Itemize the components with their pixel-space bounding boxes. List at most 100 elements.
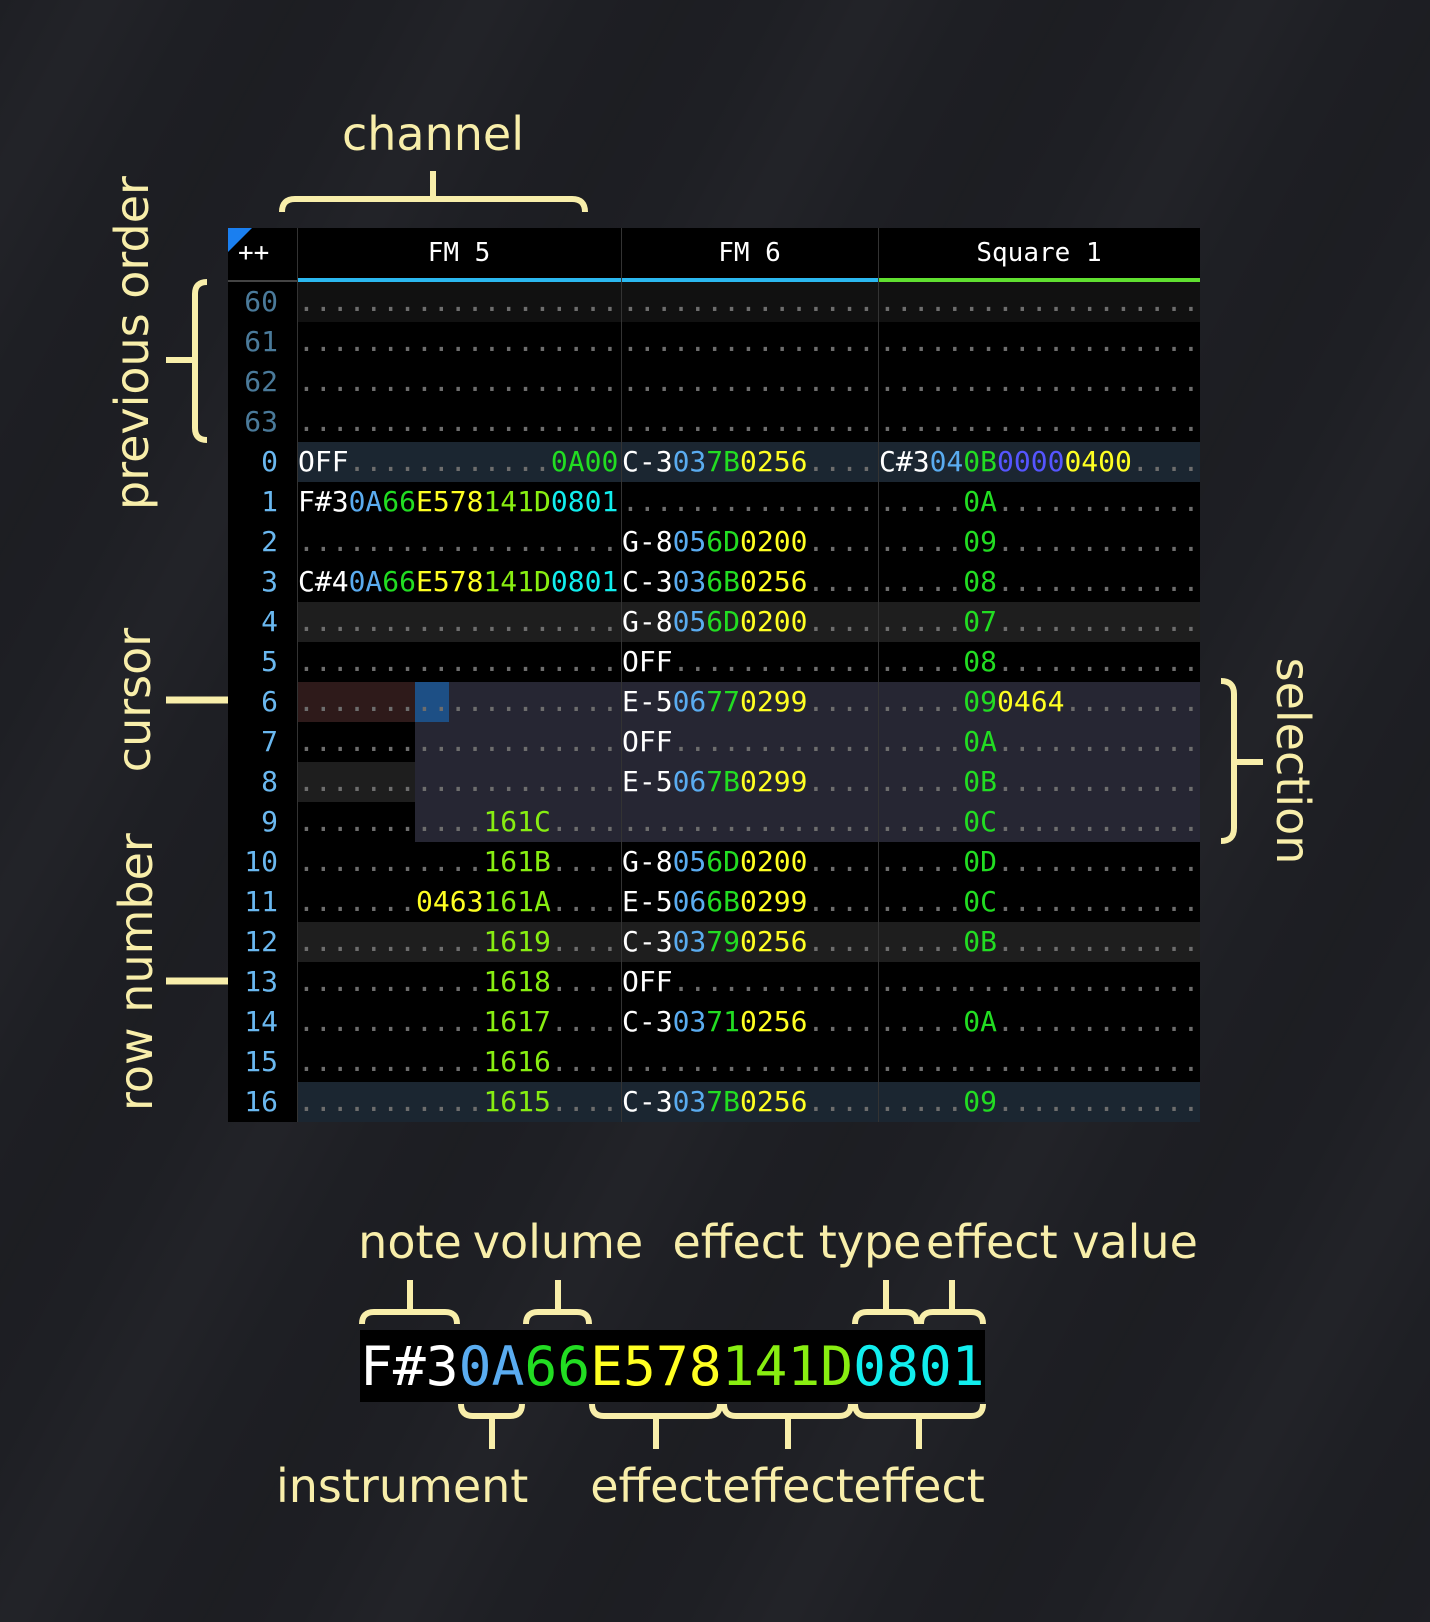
pattern-cell-fm-5[interactable]: ................... — [298, 642, 618, 682]
pattern-cell-fm-6[interactable]: E-5067B0299.... — [622, 762, 875, 802]
pattern-row[interactable]: 3 C#40A66E578141D0801 C-3036B0256.........… — [228, 562, 1200, 602]
pattern-cell-fm-6[interactable]: E-5066B0299.... — [622, 882, 875, 922]
pattern-cell-fm-6[interactable]: E-506770299.... — [622, 682, 875, 722]
pattern-cell-fm-6[interactable]: OFF............ — [622, 722, 875, 762]
pattern-cell-fm-6[interactable]: C-3037B0256.... — [622, 442, 875, 482]
add-channel-button[interactable]: ++ — [238, 238, 270, 268]
pattern-cell-fm-6[interactable]: C-3036B0256.... — [622, 562, 875, 602]
pattern-cell-fm-5[interactable]: OFF............0A00 — [298, 442, 618, 482]
empty-field: .. — [706, 645, 741, 678]
pattern-cell-fm-5[interactable]: .......0463161A.... — [298, 882, 618, 922]
pattern-cell-fm-6[interactable]: ............... — [622, 362, 875, 402]
pattern-cell-fm-5[interactable]: ................... — [298, 362, 618, 402]
channel-header-1[interactable]: FM 5 — [297, 228, 621, 282]
pattern-cell-square-1[interactable]: .....0D............ — [879, 842, 1199, 882]
pattern-cell-fm-5[interactable]: ................... — [298, 322, 618, 362]
pattern-row[interactable]: 11 .......0463161A.... E-5066B0299........… — [228, 882, 1200, 922]
empty-field: .... — [740, 405, 808, 438]
pattern-cell-square-1[interactable]: ................... — [879, 282, 1199, 322]
pattern-cell-square-1[interactable]: ................... — [879, 402, 1199, 442]
pattern-cell-fm-6[interactable]: G-8056D0200.... — [622, 842, 875, 882]
pattern-cell-fm-5[interactable]: ...........1616.... — [298, 1042, 618, 1082]
pattern-row[interactable]: 16 ...........1615.... C-3037B0256........… — [228, 1082, 1200, 1122]
pattern-cell-square-1[interactable]: .....090464........ — [879, 682, 1199, 722]
pattern-row[interactable]: 4................... G-8056D0200.........… — [228, 602, 1200, 642]
row-number: 61 — [244, 325, 278, 358]
channel-header-3[interactable]: Square 1 — [878, 228, 1200, 282]
empty-field: .... — [416, 965, 484, 998]
pattern-cell-fm-6[interactable]: C-3037B0256.... — [622, 1082, 875, 1122]
pattern-cell-square-1[interactable]: .....08............ — [879, 642, 1199, 682]
pattern-cell-fm-5[interactable]: ................... — [298, 762, 618, 802]
cursor[interactable] — [415, 682, 449, 722]
pattern-row[interactable]: 8................... E-5067B0299.........… — [228, 762, 1200, 802]
pattern-row[interactable]: 5................... OFF.................… — [228, 642, 1200, 682]
pattern-cell-fm-6[interactable]: OFF............ — [622, 642, 875, 682]
pattern-cell-square-1[interactable]: .....0A............ — [879, 722, 1199, 762]
pattern-cell-fm-5[interactable]: ................... — [298, 682, 618, 722]
empty-field: ... — [298, 405, 349, 438]
pattern-row[interactable]: 15 ...........1616.......................… — [228, 1042, 1200, 1082]
pattern-cell-fm-5[interactable]: ...........161C.... — [298, 802, 618, 842]
pattern-cell-square-1[interactable]: .....08............ — [879, 562, 1199, 602]
pattern-cell-fm-5[interactable]: ...........1618.... — [298, 962, 618, 1002]
pattern-cell-square-1[interactable]: ................... — [879, 362, 1199, 402]
pattern-cell-square-1[interactable]: .....0C............ — [879, 802, 1199, 842]
pattern-cell-square-1[interactable]: C#3040B00000400.... — [879, 442, 1199, 482]
pattern-cell-fm-6[interactable]: ............... — [622, 802, 875, 842]
pattern-cell-square-1[interactable]: .....0A............ — [879, 1002, 1199, 1042]
pattern-cell-fm-5[interactable]: ...........1615.... — [298, 1082, 618, 1122]
pattern-cell-fm-6[interactable]: G-8056D0200.... — [622, 602, 875, 642]
pattern-cell-fm-5[interactable]: C#40A66E578141D0801 — [298, 562, 618, 602]
pattern-row[interactable]: 60......................................… — [228, 282, 1200, 322]
pattern-cell-square-1[interactable]: .....0A............ — [879, 482, 1199, 522]
pattern-cell-fm-6[interactable]: ............... — [622, 402, 875, 442]
pattern-row[interactable]: 62......................................… — [228, 362, 1200, 402]
pattern-cell-square-1[interactable]: .....0B............ — [879, 922, 1199, 962]
pattern-row[interactable]: 0 OFF............0A00 C-3037B0256.... C#304… — [228, 442, 1200, 482]
channel-header-2[interactable]: FM 6 — [621, 228, 878, 282]
empty-field: ... — [879, 485, 930, 518]
pattern-cell-square-1[interactable]: .....07............ — [879, 602, 1199, 642]
pattern-row[interactable]: 10 ...........161B.... G-8056D0200........… — [228, 842, 1200, 882]
pattern-cell-fm-6[interactable]: ............... — [622, 1042, 875, 1082]
pattern-cell-fm-6[interactable]: C-303790256.... — [622, 922, 875, 962]
pattern-row[interactable]: 2................... G-8056D0200.........… — [228, 522, 1200, 562]
pattern-row[interactable]: 9 ...........161C........................… — [228, 802, 1200, 842]
pattern-cell-square-1[interactable]: .....0B............ — [879, 762, 1199, 802]
pattern-row[interactable]: 13 ...........1618.... OFF................… — [228, 962, 1200, 1002]
empty-field: .. — [929, 525, 964, 558]
pattern-cell-square-1[interactable]: ................... — [879, 1042, 1199, 1082]
pattern-cell-fm-6[interactable]: ............... — [622, 322, 875, 362]
pattern-cell-fm-5[interactable]: ...........1619.... — [298, 922, 618, 962]
pattern-row[interactable]: 12 ...........1619.... C-303790256........… — [228, 922, 1200, 962]
pattern-cell-fm-5[interactable]: ...........1617.... — [298, 1002, 618, 1042]
pattern-cell-square-1[interactable]: ................... — [879, 322, 1199, 362]
pattern-cell-fm-5[interactable]: F#30A66E578141D0801 — [298, 482, 618, 522]
pattern-cell-square-1[interactable]: .....0C............ — [879, 882, 1199, 922]
pattern-cell-fm-6[interactable]: OFF............ — [622, 962, 875, 1002]
pattern-cell-fm-5[interactable]: ................... — [298, 722, 618, 762]
pattern-cell-square-1[interactable]: .....09............ — [879, 1082, 1199, 1122]
pattern-cell-fm-5[interactable]: ................... — [298, 282, 618, 322]
pattern-cell-square-1[interactable]: .....09............ — [879, 522, 1199, 562]
pattern-cell-fm-6[interactable]: C-303710256.... — [622, 1002, 875, 1042]
pattern-row[interactable]: 61......................................… — [228, 322, 1200, 362]
pattern-cell-fm-5[interactable]: ................... — [298, 522, 618, 562]
pattern-row[interactable]: 1 F#30A66E578141D0801....................… — [228, 482, 1200, 522]
pattern-row[interactable]: 7................... OFF.................… — [228, 722, 1200, 762]
row-highlight — [297, 922, 1200, 962]
pattern-cell-fm-5[interactable]: ................... — [298, 402, 618, 442]
pattern-cell-fm-5[interactable]: ................... — [298, 602, 618, 642]
pattern-cell-fm-6[interactable]: ............... — [622, 482, 875, 522]
pattern-cell-square-1[interactable]: ................... — [879, 962, 1199, 1002]
pattern-cell-fm-6[interactable]: ............... — [622, 282, 875, 322]
pattern-row[interactable]: 6................... E-506770299.........… — [228, 682, 1200, 722]
pattern-row[interactable]: 14 ...........1617.... C-303710256........… — [228, 1002, 1200, 1042]
pattern-cell-fm-5[interactable]: ...........161B.... — [298, 842, 618, 882]
pattern-editor[interactable]: ++ FM 5 FM 6 Square 1 60..................… — [228, 228, 1200, 1122]
selection-highlight — [415, 802, 1200, 842]
empty-field: .... — [483, 725, 551, 758]
pattern-row[interactable]: 63......................................… — [228, 402, 1200, 442]
pattern-cell-fm-6[interactable]: G-8056D0200.... — [622, 522, 875, 562]
